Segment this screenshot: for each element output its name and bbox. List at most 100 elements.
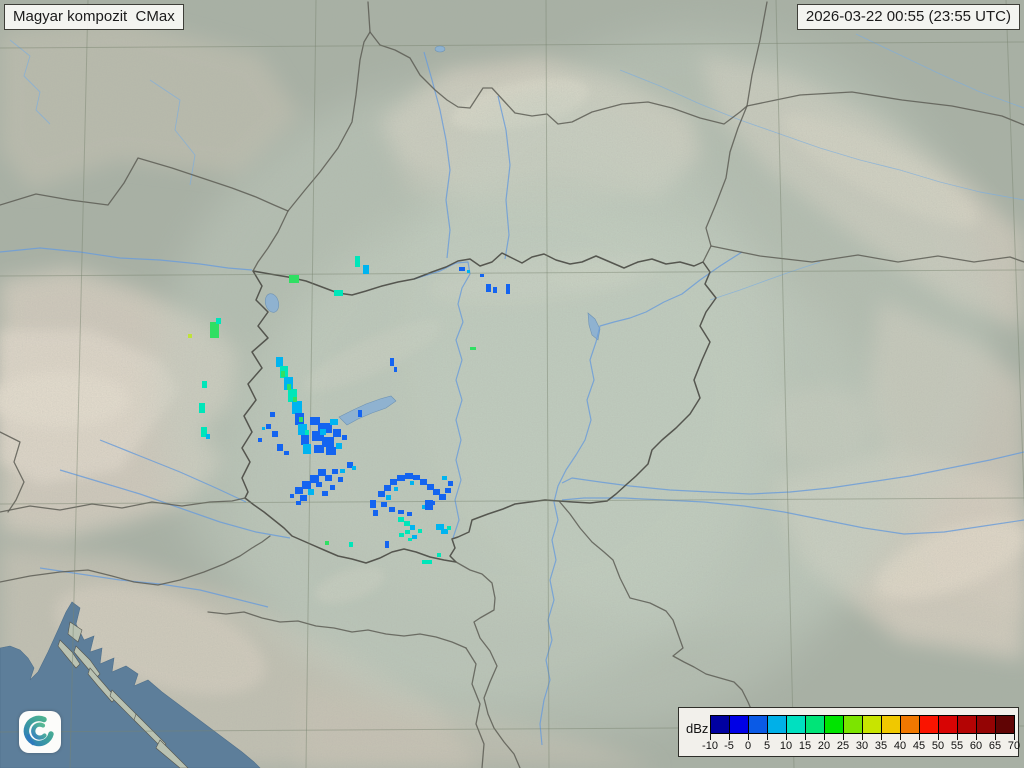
radar-echo [412,535,417,539]
lakes-layer [264,45,601,426]
radar-echo [355,256,360,267]
radar-echo [298,424,307,435]
lake-ferto [264,293,280,313]
radar-echo [305,430,309,435]
radar-echo [486,284,491,292]
radar-echo [413,475,420,480]
river-drava [59,469,291,539]
radar-echo [318,423,332,433]
radar-echo [420,479,427,485]
radar-echo [381,502,387,507]
river-vah [423,51,451,259]
colorbar-tick [957,733,958,740]
colorbar-axis: -10 -5 0 5 10 15 20 25 30 35 40 45 50 55 60 65 70 [679,708,1020,756]
border-cz-at [0,157,289,212]
radar-echo [310,475,319,483]
radar-echo [338,477,343,482]
radar-echo [292,401,302,414]
radar-echo [284,377,293,390]
island [87,667,117,703]
radar-echo [210,322,219,338]
radar-echo [295,487,303,494]
radar-echo [276,357,283,367]
radar-echo [314,445,324,453]
border-pl-ua-east [746,91,1024,126]
colorbar-tick [729,733,730,740]
radar-echo [384,485,391,491]
radar-echo [289,275,299,283]
colorbar-tick-label: 35 [874,740,888,752]
radar-echo [436,524,444,530]
border-rs-ro [558,500,755,733]
river-san [855,33,1024,109]
radar-echo [480,274,484,277]
radar-echo [363,265,369,274]
radar-echo [332,469,338,474]
colorbar-tick-label: 40 [893,740,907,752]
radar-echo [470,347,476,350]
adriatic-sea [0,601,261,768]
radar-echo [296,501,301,505]
radar-echo [301,435,309,445]
radar-echo [303,444,311,454]
radar-echo [322,491,328,496]
colorbar-tick [805,733,806,740]
colorbar-tick-label: 45 [912,740,926,752]
radar-echo [318,469,326,476]
reflectivity-colorbar: dBz -10 -5 0 5 10 15 20 25 30 35 40 45 50 55 60 65 70 [678,707,1020,757]
colorbar-tick [995,733,996,740]
radar-echo [442,476,447,480]
radar-echo [493,287,497,293]
radar-echo [410,525,415,530]
border-at-sk [252,210,289,272]
radar-echo [459,267,465,271]
colorbar-tick [786,733,787,740]
colorbar-tick [767,733,768,740]
border-hr-rs [455,561,521,768]
radar-echo [405,473,413,479]
colorbar-tick [710,733,711,740]
radar-echo [316,482,322,487]
radar-echo [398,510,404,514]
colorbar-tick-label: 65 [988,740,1002,752]
colorbar-tick-label: 10 [779,740,793,752]
radar-echo [300,495,307,501]
colorbar-tick-label: 60 [969,740,983,752]
colorbar-tick [938,733,939,740]
radar-echo [342,435,347,440]
border-ba-rs [465,647,485,768]
border-si-hr [0,535,271,586]
colorbar-tick-label: -10 [702,740,718,752]
island [67,621,83,643]
colorbar-tick-label: 50 [931,740,945,752]
colorbar-tick [1014,733,1015,740]
colorbar-tick-label: 70 [1007,740,1021,752]
rivers-layer [0,33,1024,746]
radar-echo [299,417,303,422]
colorbar-tick-label: 25 [836,740,850,752]
river-mura [99,439,247,503]
border-at-it [0,431,25,513]
radar-echo [206,434,210,439]
radar-echo [439,494,446,500]
radar-echo [216,318,221,324]
radar-echo [272,431,278,437]
radar-echo [506,284,510,294]
radar-echo [340,469,345,473]
radar-echo [308,489,314,495]
river-morava [149,79,196,186]
radar-echo [312,431,324,441]
colorbar-cell [995,715,1015,734]
radar-echo [287,384,291,390]
radar-echo [422,505,426,509]
radar-echo [325,475,332,481]
radar-echo [284,451,289,455]
river-danube [0,247,253,271]
radar-echo [310,417,320,425]
river-koros [561,451,1024,495]
radar-echo [270,412,275,417]
radar-echo [399,533,404,537]
border-at-si [0,497,246,513]
